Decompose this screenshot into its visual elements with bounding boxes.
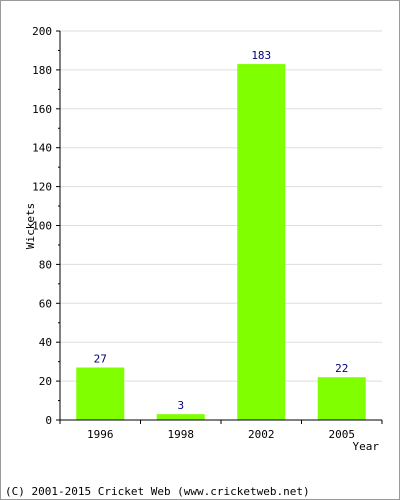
axes-group [56,30,383,424]
x-tick-label-1996: 1996 [87,428,114,441]
y-tick-label: 140 [32,142,52,155]
y-tick-label: 180 [32,64,52,77]
x-tick-label-2002: 2002 [248,428,275,441]
value-labels: 27 3 183 22 [94,49,349,412]
y-tick-label: 200 [32,25,52,38]
grid-lines [60,30,382,382]
y-tick-label: 160 [32,103,52,116]
bars-group [76,64,366,420]
y-tick-label: 100 [32,220,52,233]
y-axis-title: Wickets [24,203,37,249]
y-tick-label: 60 [39,297,52,310]
bar-2005 [317,377,366,420]
y-tick-label: 20 [39,375,52,388]
y-tick-label: 80 [39,258,52,271]
x-tick-label-2005: 2005 [329,428,356,441]
x-axis-title: Year [353,440,380,453]
copyright-footer: (C) 2001-2015 Cricket Web (www.cricketwe… [5,485,310,498]
bar-2002 [237,64,286,420]
bar-1996 [76,367,125,420]
value-label-2002: 183 [251,49,271,62]
value-label-1996: 27 [94,352,107,365]
y-tick-labels: 0 20 40 60 80 100 120 140 160 180 200 [32,25,52,427]
value-label-1998: 3 [177,399,184,412]
x-tick-label-1998: 1998 [168,428,195,441]
bar-1998 [156,414,205,420]
value-label-2005: 22 [335,362,348,375]
x-tick-labels: 1996 1998 2002 2005 [87,428,355,441]
y-tick-label: 0 [45,414,52,427]
y-tick-label: 120 [32,181,52,194]
y-tick-label: 40 [39,336,52,349]
